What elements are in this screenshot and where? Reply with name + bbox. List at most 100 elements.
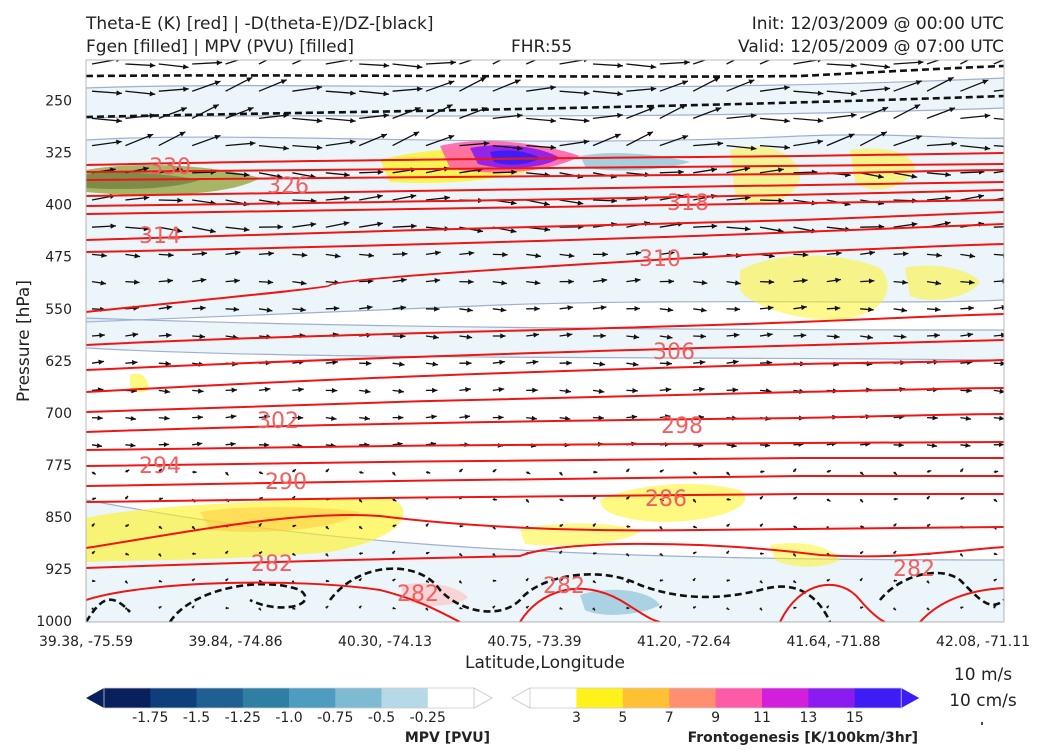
wind-arrow xyxy=(926,171,951,178)
wind-arrow xyxy=(726,523,731,527)
wind-arrow xyxy=(926,495,931,500)
wind-arrow xyxy=(292,415,304,421)
wind-arrow xyxy=(392,578,396,582)
wind-arrow xyxy=(726,60,736,65)
wind-legend-horizontal: 10 m/s xyxy=(954,665,1012,685)
wind-arrow xyxy=(192,60,223,66)
wind-arrow xyxy=(693,223,718,229)
wind-arrow xyxy=(759,523,764,527)
wind-arrow xyxy=(158,525,163,530)
wind-arrow xyxy=(792,580,797,584)
wind-arrow xyxy=(358,605,362,609)
wind-arrow xyxy=(960,113,991,120)
wind-arrow xyxy=(191,134,221,147)
wind-arrow xyxy=(91,550,96,555)
wind-arrow xyxy=(258,386,271,393)
fgen-region xyxy=(490,150,540,165)
wind-arrow xyxy=(392,63,423,70)
theta-e-contour xyxy=(86,492,1004,503)
y-tick-label: 775 xyxy=(45,458,72,474)
wind-arrow xyxy=(91,579,96,583)
wind-arrow xyxy=(392,251,408,257)
wind-arrow xyxy=(225,387,238,393)
wind-arrow xyxy=(525,471,531,475)
wind-arrow xyxy=(960,60,970,65)
wind-arrow xyxy=(325,305,340,312)
wind-arrow xyxy=(759,495,764,500)
wind-arrow xyxy=(592,388,605,394)
wind-arrow xyxy=(292,144,323,151)
wind-arrow xyxy=(425,361,439,367)
wind-arrow xyxy=(693,333,707,339)
wind-arrow xyxy=(659,278,675,285)
wind-arrow xyxy=(492,414,504,421)
wind-arrow xyxy=(993,170,1004,174)
wind-arrow xyxy=(759,580,763,584)
wind-arrow xyxy=(825,605,830,609)
fgen-color-segment xyxy=(576,688,624,708)
wind-arrow xyxy=(392,223,417,229)
y-tick-label: 325 xyxy=(45,146,72,162)
wind-arrow xyxy=(659,469,665,473)
wind-arrow xyxy=(91,139,122,147)
wind-arrow xyxy=(659,387,672,393)
wind-arrow xyxy=(559,578,563,582)
wind-arrow xyxy=(559,523,564,528)
wind-arrow xyxy=(492,144,523,151)
wind-arrow xyxy=(125,442,136,448)
wind-arrow xyxy=(592,133,621,147)
mpv-colorbar-title: MPV [PVU] xyxy=(405,730,490,746)
dthetae-contour xyxy=(878,571,1004,607)
wind-arrow xyxy=(425,387,438,394)
wind-arrow xyxy=(526,415,538,421)
wind-arrow xyxy=(793,278,808,284)
fgen-color-segment xyxy=(622,688,670,708)
wind-arrow xyxy=(292,252,308,258)
wind-arrow xyxy=(492,60,503,65)
wind-arrow xyxy=(91,332,105,338)
mpv-tick-label: -0.5 xyxy=(368,710,395,726)
fgen-region xyxy=(86,172,200,190)
wind-arrow xyxy=(359,415,371,421)
wind-arrow xyxy=(225,172,250,178)
theta-e-contour xyxy=(86,387,1004,413)
fgen-region xyxy=(740,255,888,320)
wind-arrow xyxy=(225,60,241,65)
mpv-colorbar-frame xyxy=(103,687,475,709)
wind-arrow xyxy=(559,388,572,394)
wind-arrow xyxy=(192,441,203,447)
wind-arrow xyxy=(292,468,297,473)
wind-arrow xyxy=(192,277,207,283)
wind-arrow xyxy=(960,253,976,259)
wind-arrow xyxy=(792,468,797,473)
wind-arrow xyxy=(125,133,154,147)
fgen-extend-min xyxy=(510,687,531,709)
wind-arrow xyxy=(158,86,189,92)
wind-arrow xyxy=(960,496,965,501)
wind-arrow xyxy=(325,605,329,609)
wind-arrow xyxy=(759,470,765,474)
wind-arrow xyxy=(826,469,832,474)
wind-arrow xyxy=(793,139,824,147)
y-tick-label: 1000 xyxy=(36,614,72,630)
wind-arrow xyxy=(325,139,356,147)
wind-arrow xyxy=(759,305,774,311)
wind-arrow xyxy=(559,117,590,124)
wind-arrow xyxy=(993,388,1004,394)
x-tick-label: 40.75, -73.39 xyxy=(487,634,581,650)
wind-arrow xyxy=(392,415,404,421)
wind-arrow xyxy=(492,497,498,501)
wind-arrow xyxy=(559,606,563,610)
wind-arrow xyxy=(91,223,116,229)
wind-arrow xyxy=(993,470,999,474)
wind-arrow xyxy=(124,495,129,500)
fgen-region xyxy=(130,373,149,393)
dthetae-contour xyxy=(86,582,307,622)
wind-arrow xyxy=(659,250,675,256)
wind-arrow xyxy=(526,280,541,286)
wind-arrow xyxy=(592,305,607,311)
wind-arrow xyxy=(759,60,771,65)
mpv-region xyxy=(86,317,1004,361)
mpv-color-segment xyxy=(104,688,151,708)
wind-arrow xyxy=(759,332,773,338)
